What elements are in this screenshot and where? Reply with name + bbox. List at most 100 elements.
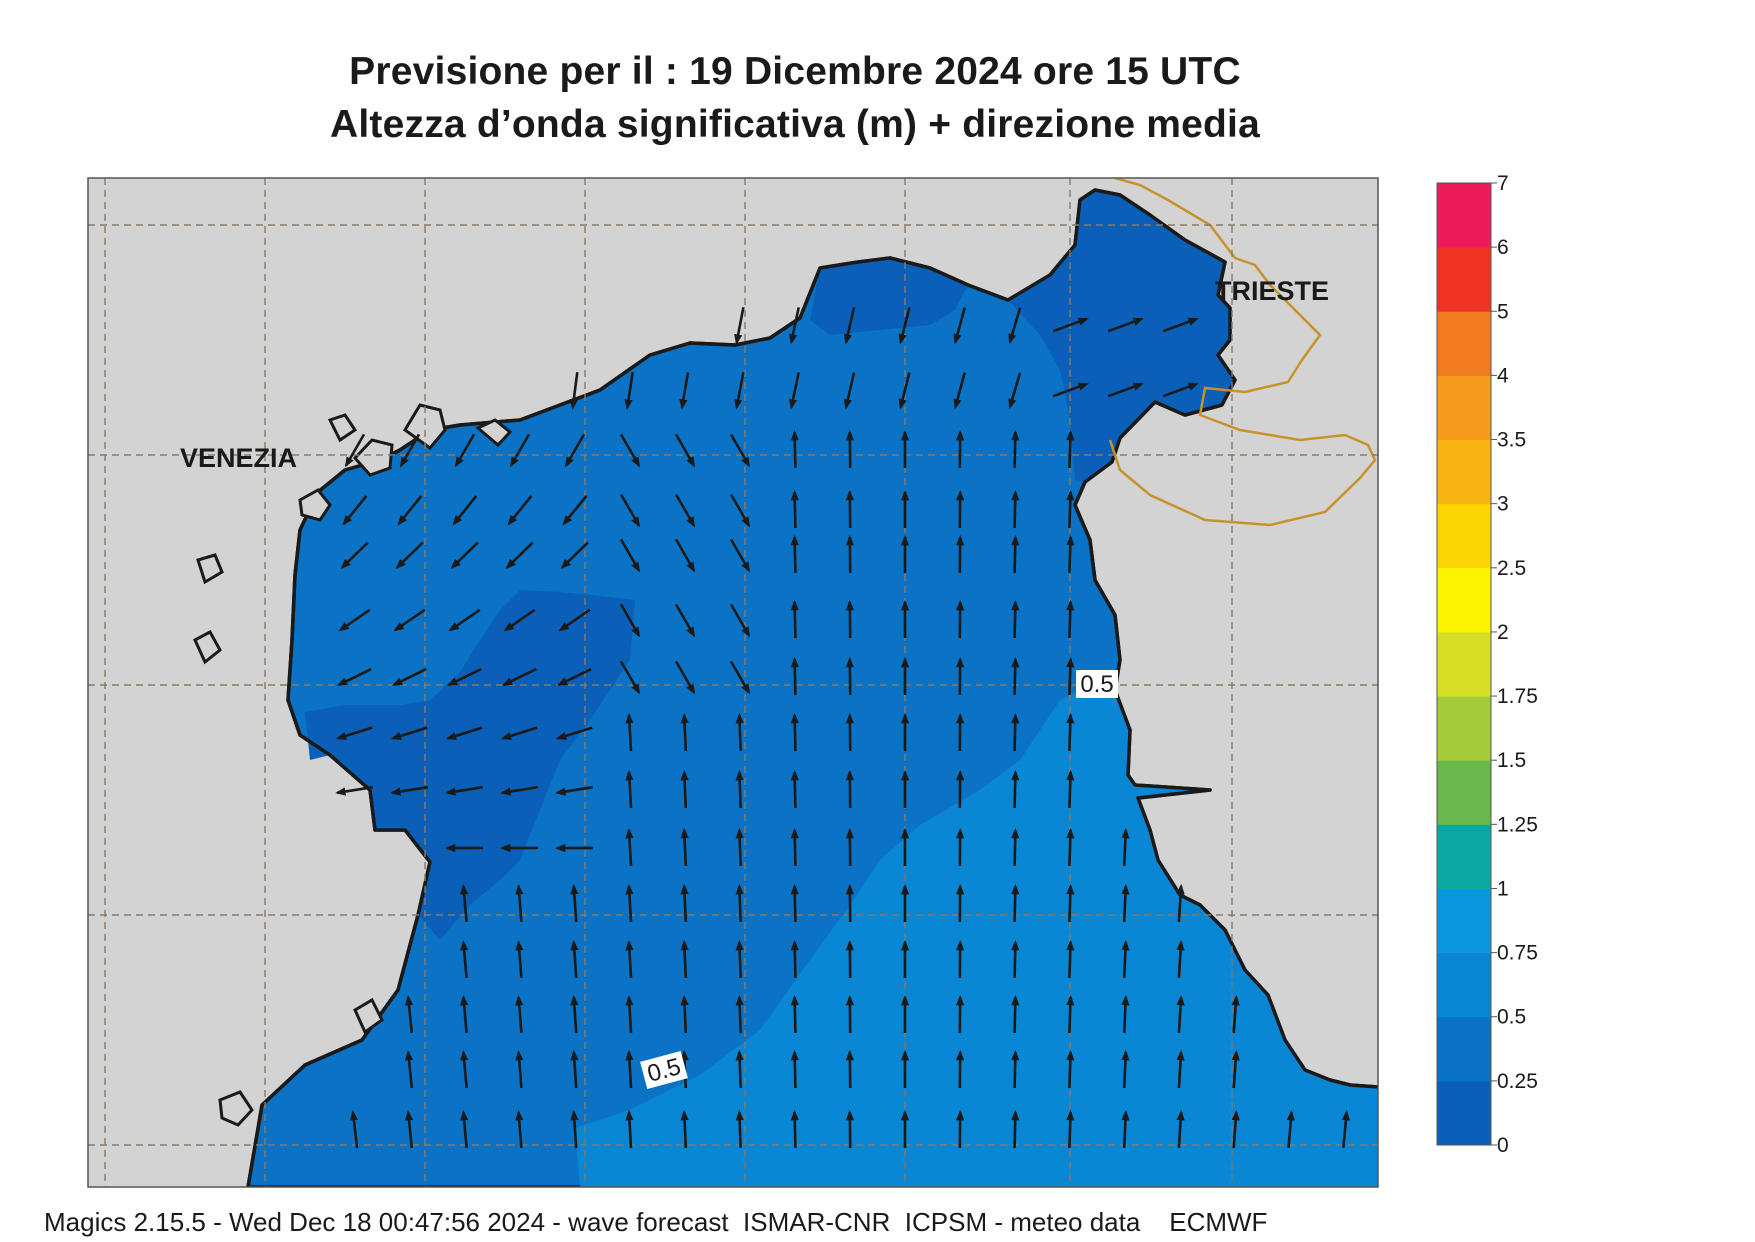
colorbar-tick-label: 4 <box>1497 364 1509 387</box>
delta-islands <box>218 997 384 1127</box>
direction-arrow <box>625 1109 634 1149</box>
direction-arrow <box>570 939 579 979</box>
direction-arrow <box>898 372 911 410</box>
colorbar-swatch <box>1437 888 1491 954</box>
direction-arrow <box>397 495 423 526</box>
direction-arrow <box>674 493 696 528</box>
direction-arrow <box>569 372 579 410</box>
direction-arrow <box>1176 939 1185 979</box>
map-title: Previsione per il : 19 Dicembre 2024 ore… <box>349 50 1241 93</box>
direction-arrow <box>1121 883 1130 923</box>
direction-arrow <box>1231 1109 1240 1149</box>
direction-arrow <box>790 827 799 867</box>
colorbar-swatch <box>1437 1016 1491 1082</box>
colorbar-swatch <box>1437 503 1491 569</box>
colorbar-tick-label: 0.75 <box>1497 942 1538 965</box>
direction-arrow <box>395 541 424 570</box>
footer-credits: Magics 2.15.5 - Wed Dec 18 00:47:56 2024… <box>44 1207 1268 1237</box>
colorbar-tick-label: 3 <box>1497 493 1509 516</box>
colorbar-swatch <box>1437 952 1491 1018</box>
direction-arrow <box>790 939 799 979</box>
direction-arrow <box>335 785 374 796</box>
direction-arrow <box>390 785 429 796</box>
direction-arrow <box>1066 939 1075 979</box>
sea-band-0-025-north <box>810 258 968 335</box>
direction-arrow <box>1066 883 1075 923</box>
map-subtitle: Altezza d’onda significativa (m) + direz… <box>330 103 1260 146</box>
direction-arrow <box>500 726 538 740</box>
direction-arrow <box>344 433 366 468</box>
direction-arrow <box>393 608 426 632</box>
direction-arrow <box>558 608 591 632</box>
direction-arrow <box>1011 599 1020 639</box>
direction-arrow <box>570 1109 579 1149</box>
direction-arrow <box>1066 994 1075 1034</box>
sea-band-05-075 <box>575 685 1378 1187</box>
direction-arrow <box>790 883 799 923</box>
direction-arrow <box>570 1049 579 1089</box>
coastline <box>246 188 1378 1187</box>
wave-direction-arrows <box>335 307 1351 1149</box>
sea-band-0-025-east <box>1008 190 1235 482</box>
direction-arrow <box>452 495 478 526</box>
direction-arrow <box>790 534 799 574</box>
direction-arrow <box>500 785 539 796</box>
direction-arrow <box>515 1050 524 1089</box>
direction-arrow <box>1011 769 1020 809</box>
direction-arrow <box>843 307 856 345</box>
direction-arrow <box>1011 534 1020 574</box>
direction-arrow <box>390 726 428 740</box>
direction-arrow <box>448 608 481 632</box>
direction-arrow <box>1066 429 1075 469</box>
direction-arrow <box>674 603 696 638</box>
direction-arrow <box>735 994 744 1034</box>
city-label-trieste: TRIESTE <box>1215 276 1329 306</box>
colorbar-swatch <box>1437 183 1491 248</box>
direction-arrow <box>1162 317 1199 333</box>
direction-arrow <box>790 656 799 696</box>
direction-arrow <box>515 940 524 979</box>
direction-arrow <box>1011 883 1020 923</box>
direction-arrow <box>501 667 537 687</box>
direction-arrow <box>790 712 799 752</box>
direction-arrow <box>674 538 696 573</box>
city-label-venezia: VENEZIA <box>180 443 297 473</box>
direction-arrow <box>1176 1049 1185 1089</box>
direction-arrow <box>790 769 799 809</box>
direction-arrow <box>1011 712 1020 752</box>
direction-arrow <box>1066 827 1075 867</box>
direction-arrow <box>1107 317 1144 333</box>
colorbar-swatch <box>1437 696 1491 761</box>
direction-arrow <box>1121 827 1130 867</box>
colorbar-swatch <box>1437 631 1491 697</box>
direction-arrow <box>1121 994 1130 1034</box>
direction-arrow <box>1066 712 1075 752</box>
contour-label-1: 0.5 <box>1076 670 1118 698</box>
colorbar-tick-label: 0.5 <box>1497 1006 1526 1029</box>
direction-arrow <box>1286 1110 1295 1149</box>
direction-arrow <box>404 1110 414 1149</box>
direction-arrow <box>680 769 689 809</box>
direction-arrow <box>680 827 689 867</box>
direction-arrow <box>404 1050 414 1089</box>
direction-arrow <box>735 769 744 809</box>
direction-arrow <box>1121 1109 1130 1149</box>
direction-arrow <box>1011 656 1020 696</box>
direction-arrow <box>680 883 689 923</box>
map-frame <box>87 177 1379 1188</box>
svg-text:0.5: 0.5 <box>1080 671 1113 698</box>
direction-arrow <box>1011 489 1020 529</box>
direction-arrow <box>734 307 745 345</box>
colorbar-tick-label: 7 <box>1497 172 1509 195</box>
direction-arrow <box>788 372 800 410</box>
direction-arrow <box>515 995 524 1034</box>
direction-arrow <box>674 433 696 468</box>
direction-arrow <box>342 495 368 526</box>
direction-arrow <box>625 769 634 809</box>
direction-arrow <box>340 541 369 570</box>
direction-arrow <box>349 1110 359 1149</box>
direction-arrow <box>790 1049 799 1089</box>
direction-arrow <box>625 994 634 1034</box>
direction-arrow <box>625 712 634 752</box>
colorbar-tick-label: 1.25 <box>1497 813 1538 836</box>
